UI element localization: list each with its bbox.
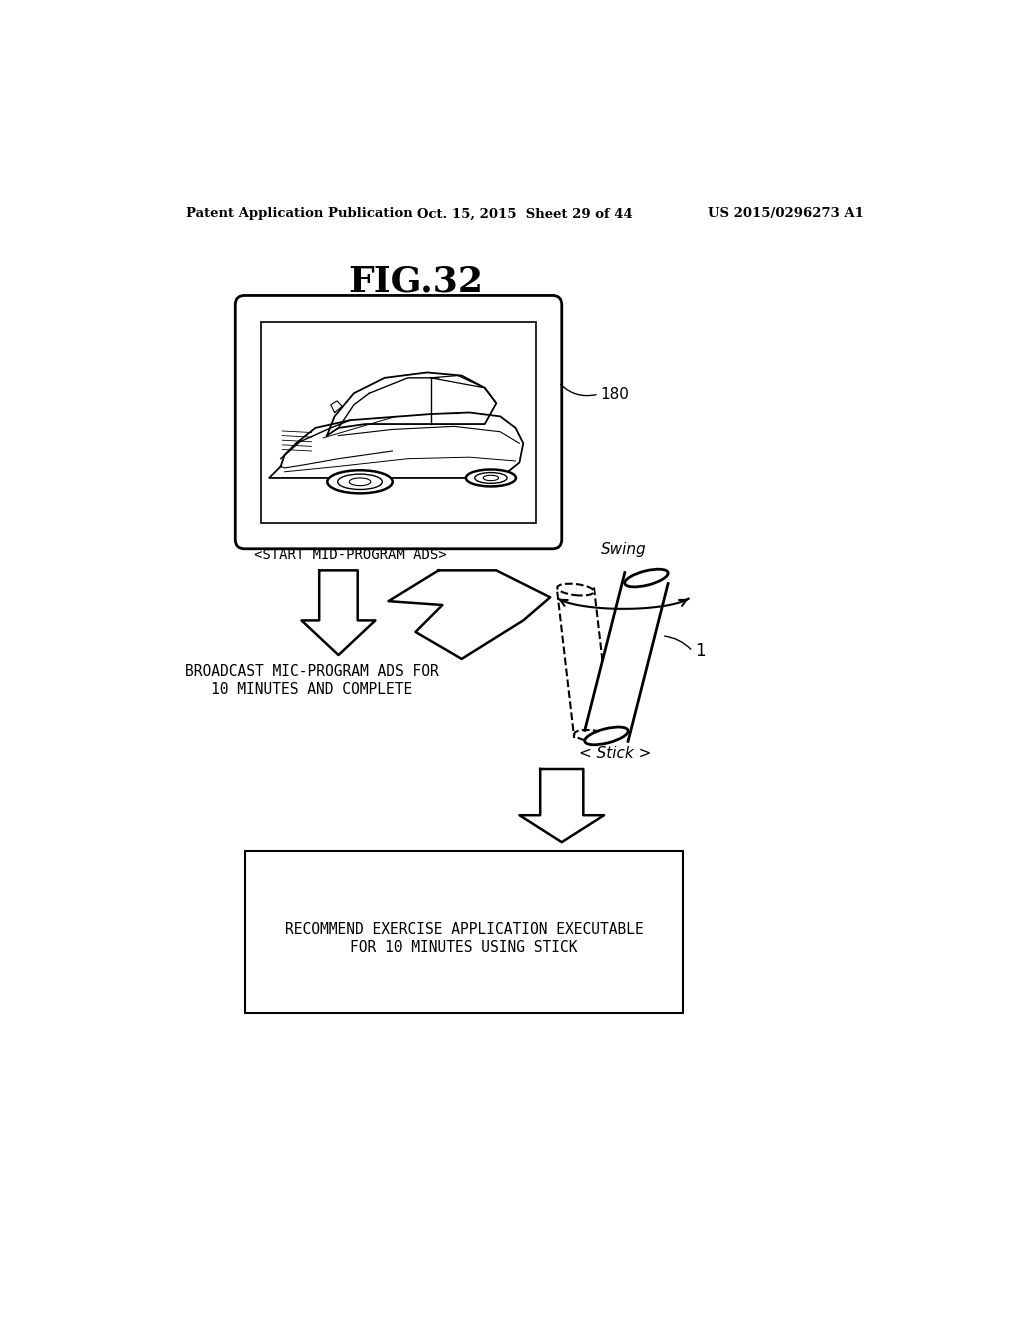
FancyBboxPatch shape bbox=[261, 322, 536, 523]
Bar bbox=[245, 851, 683, 1014]
Ellipse shape bbox=[466, 470, 516, 487]
Text: US 2015/0296273 A1: US 2015/0296273 A1 bbox=[708, 207, 864, 220]
Ellipse shape bbox=[625, 569, 669, 587]
Text: BROADCAST MIC-PROGRAM ADS FOR
10 MINUTES AND COMPLETE: BROADCAST MIC-PROGRAM ADS FOR 10 MINUTES… bbox=[184, 664, 438, 697]
Text: 180: 180 bbox=[600, 387, 629, 401]
Polygon shape bbox=[388, 570, 550, 659]
Ellipse shape bbox=[328, 470, 393, 494]
Text: RECOMMEND EXERCISE APPLICATION EXECUTABLE
FOR 10 MINUTES USING STICK: RECOMMEND EXERCISE APPLICATION EXECUTABL… bbox=[285, 923, 643, 954]
Ellipse shape bbox=[585, 727, 628, 744]
Text: FIG.32: FIG.32 bbox=[348, 264, 483, 298]
Ellipse shape bbox=[338, 474, 382, 490]
Polygon shape bbox=[269, 412, 523, 478]
Text: Patent Application Publication: Patent Application Publication bbox=[186, 207, 413, 220]
Text: < Stick >: < Stick > bbox=[580, 746, 652, 762]
Text: Swing: Swing bbox=[600, 543, 646, 557]
Polygon shape bbox=[585, 573, 668, 742]
Ellipse shape bbox=[483, 475, 499, 480]
Ellipse shape bbox=[475, 473, 507, 483]
Ellipse shape bbox=[557, 583, 594, 595]
Ellipse shape bbox=[349, 478, 371, 486]
Polygon shape bbox=[519, 770, 604, 842]
Text: 1: 1 bbox=[695, 643, 706, 660]
Text: <START MID-PROGRAM ADS>: <START MID-PROGRAM ADS> bbox=[254, 548, 446, 562]
FancyBboxPatch shape bbox=[236, 296, 562, 549]
Ellipse shape bbox=[574, 730, 611, 742]
Polygon shape bbox=[327, 372, 497, 436]
Polygon shape bbox=[301, 570, 376, 655]
Text: Oct. 15, 2015  Sheet 29 of 44: Oct. 15, 2015 Sheet 29 of 44 bbox=[417, 207, 633, 220]
